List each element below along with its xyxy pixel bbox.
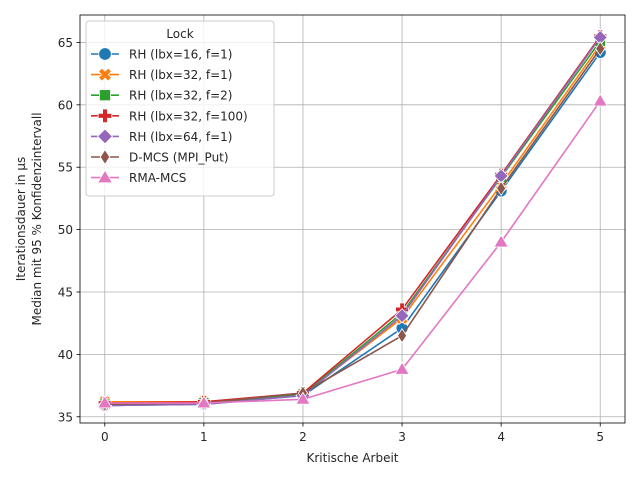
y-axis-label-line-1: Iterationsdauer in µs [14,157,28,282]
legend-label: RH (lbx=64, f=1) [129,130,232,144]
x-tick-label: 1 [200,430,208,444]
legend-swatch-marker [96,169,114,184]
y-tick-label: 50 [58,223,73,237]
legend-swatch-marker [98,47,112,61]
legend: Lock RH (lbx=16, f=1)RH (lbx=32, f=1)RH … [85,20,275,197]
series-line [104,100,601,404]
data-point [496,180,507,197]
data-point [493,234,509,248]
legend-item: RH (lbx=64, f=1) [91,128,232,145]
data-point [595,40,606,57]
x-tick-label: 2 [299,430,307,444]
x-tick-label: 5 [596,430,604,444]
series-7 [97,93,608,409]
legend-label: RH (lbx=32, f=1) [129,68,232,82]
y-tick-label: 35 [58,410,73,424]
legend-item: RH (lbx=16, f=1) [91,47,232,62]
x-tick-label: 3 [398,430,406,444]
legend-swatch-marker [97,108,113,124]
legend-label: D-MCS (MPI_Put) [129,151,229,165]
x-axis: 0 1 2 3 4 5 [101,423,604,444]
legend-swatch-marker [99,89,111,102]
x-tick-label: 0 [101,430,109,444]
data-point [397,327,408,344]
legend-label: RH (lbx=32, f=2) [129,89,232,103]
series-line [104,36,601,407]
plot-frame [79,14,626,424]
y-tick-label: 65 [58,36,73,50]
legend-item: RH (lbx=32, f=1) [91,67,232,82]
data-point [97,395,113,409]
legend-swatch-marker [97,128,113,145]
series-layer [97,29,608,414]
data-point [196,395,212,409]
legend-label: RH (lbx=16, f=1) [129,48,232,62]
grid [80,15,625,423]
y-tick-label: 40 [58,348,73,362]
x-axis-label: Kritische Arbeit [306,451,398,465]
legend-label: RMA-MCS [129,171,186,185]
legend-item: RH (lbx=32, f=100) [91,108,248,124]
legend-swatch-marker [99,148,111,166]
legend-item: RH (lbx=32, f=2) [91,89,232,103]
legend-swatch-marker [97,67,113,82]
y-tick-label: 45 [58,285,73,299]
data-point [295,391,311,405]
x-tick-label: 4 [497,430,505,444]
legend-item: D-MCS (MPI_Put) [91,148,229,166]
legend-label: RH (lbx=32, f=100) [129,109,248,123]
y-axis-label-line-2: Median mit 95 % Konfidenzintervall [30,112,44,325]
legend-title: Lock [166,27,193,41]
legend-items: RH (lbx=16, f=1) RH (lbx=32, f=1) RH (lbx=… [91,47,248,185]
legend-box [85,20,275,197]
legend-item: RMA-MCS [91,169,186,185]
data-point [592,93,608,107]
data-point [394,361,410,375]
y-tick-label: 60 [58,98,73,112]
data-point [394,308,410,324]
y-tick-label: 55 [58,161,73,175]
y-axis: 35 40 45 50 55 60 65 [58,36,80,424]
